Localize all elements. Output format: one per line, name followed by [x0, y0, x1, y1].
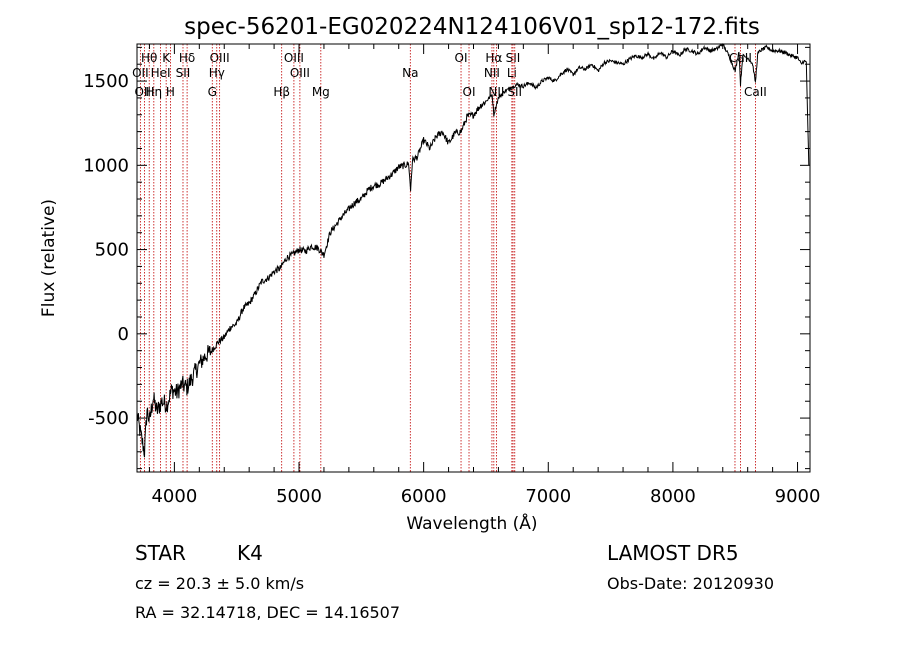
observation-date: Obs-Date: 20120930 [607, 574, 774, 593]
spectral-line-label: Na [402, 66, 418, 80]
x-tick-label: 7000 [525, 486, 571, 507]
x-tick-label: 6000 [401, 486, 447, 507]
chart-title: spec-56201-EG020224N124106V01_sp12-172.f… [184, 14, 760, 40]
object-subclass: K4 [237, 541, 263, 565]
survey-name: LAMOST DR5 [607, 541, 739, 565]
spectral-line-label: H [166, 85, 175, 99]
spectral-line-label: Hα [485, 51, 502, 65]
spectral-line-label: Hδ [179, 51, 195, 65]
x-tick-label: 4000 [151, 486, 197, 507]
y-tick-label: -500 [88, 408, 129, 429]
spectral-line-label: K [162, 51, 171, 65]
spectral-line-label: Hη [146, 85, 163, 99]
spectral-line-label: Hβ [273, 85, 290, 99]
flux-series-line [136, 43, 810, 458]
spectral-line-label: Mg [312, 85, 330, 99]
series-layer [136, 43, 810, 458]
x-tick-label: 9000 [775, 486, 821, 507]
y-tick-label: 0 [118, 324, 129, 345]
spectral-line-label: OIII [134, 85, 154, 99]
x-axis-label: Wavelength (Å) [406, 512, 537, 534]
spectral-line-label: OII [132, 66, 149, 80]
object-class: STAR [135, 541, 186, 565]
x-axis: 4000 5000 6000 7000 8000 9000 [148, 44, 821, 507]
y-axis-label: Flux (relative) [39, 199, 59, 317]
spectral-line-label: Hγ [209, 66, 225, 80]
y-tick-label: 1000 [83, 155, 129, 176]
spectral-line-label: Li [507, 66, 517, 80]
spectral-line-label: HeI [151, 66, 171, 80]
spectral-line-label: OIII [210, 51, 230, 65]
y-tick-label: 1500 [83, 71, 129, 92]
spectral-line-label: Hθ [141, 51, 157, 65]
plot-frame [136, 43, 811, 473]
spectral-line-label: OI [455, 51, 468, 65]
x-tick-label: 8000 [650, 486, 696, 507]
redshift-velocity: cz = 20.3 ± 5.0 km/s [135, 574, 304, 593]
spectral-line-label: G [208, 85, 217, 99]
coordinates: RA = 32.14718, DEC = 14.16507 [135, 603, 400, 622]
spectral-line-label: OIII [290, 66, 310, 80]
x-tick-label: 5000 [276, 486, 322, 507]
spectral-line-label: SII [506, 51, 521, 65]
y-tick-label: 500 [95, 240, 129, 261]
spectral-line-label: OI [463, 85, 476, 99]
spectral-line-label: SII [176, 66, 191, 80]
y-axis: -500 0 500 1000 1500 [83, 46, 810, 470]
spectral-line-label: OIII [284, 51, 304, 65]
spectral-line-label: NII [484, 66, 500, 80]
spectral-line-label: CaII [744, 85, 767, 99]
